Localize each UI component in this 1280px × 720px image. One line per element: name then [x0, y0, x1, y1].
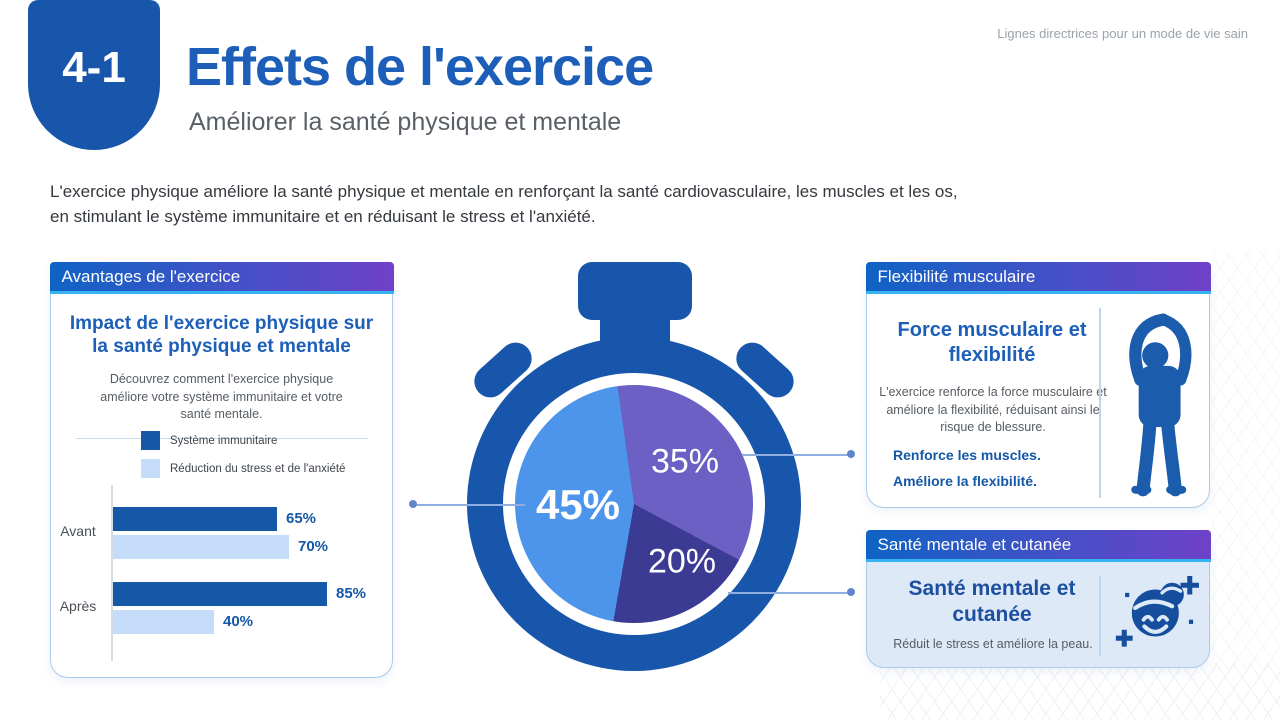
page-title: Effets de l'exercice: [186, 37, 654, 97]
connector-top-right: [742, 454, 851, 456]
pie-chart: 45% 35% 20%: [515, 385, 753, 623]
bar-chart-title: Impact de l'exercice physique sur la san…: [69, 312, 374, 358]
mental-text: Réduit le stress et améliore la peau.: [893, 637, 1093, 651]
section-number-badge: 4-1: [28, 0, 160, 150]
tagline: Lignes directrices pour un mode de vie s…: [997, 26, 1248, 41]
flexibility-card-header: Flexibilité musculaire: [865, 261, 1211, 294]
flexibility-title: Force musculaire et flexibilité: [897, 319, 1087, 366]
bar-category-label: Après: [59, 598, 97, 614]
pie-slice-label-45: 45%: [535, 481, 621, 528]
bar: [113, 535, 289, 559]
bar-chart-subtitle: Découvrez comment l'exercice physique am…: [100, 372, 343, 421]
connector-bottom-right: [728, 592, 851, 594]
stopwatch-graphic: 45% 35% 20%: [467, 262, 801, 674]
intro-paragraph: L'exercice physique améliore la santé ph…: [50, 182, 958, 226]
y-axis-line: [111, 485, 113, 661]
legend-label: Système immunitaire: [170, 434, 278, 447]
divider: [75, 437, 368, 439]
mental-card-header: Santé mentale et cutanée: [865, 529, 1211, 562]
connector-bottom-right-dot: [847, 588, 855, 596]
bar: [113, 610, 214, 634]
benefits-card: Avantages de l'exercice Impact de l'exer…: [49, 261, 394, 678]
decorative-mesh-bottom: [880, 663, 1280, 720]
connector-left-dot: [409, 500, 417, 508]
flexibility-text: L'exercice renforce la force musculaire …: [879, 385, 1107, 434]
flexibility-point-1: Renforce les muscles.: [893, 446, 1041, 463]
flexibility-point-2: Améliore la flexibilité.: [893, 472, 1037, 489]
benefits-card-header: Avantages de l'exercice: [49, 261, 394, 294]
connector-top-right-dot: [847, 450, 855, 458]
decorative-mesh-right: [1212, 250, 1280, 670]
flexibility-card-body: Force musculaire et flexibilité L'exerci…: [867, 298, 1209, 507]
legend-swatch-immune: [141, 431, 160, 450]
divider: [1099, 308, 1101, 498]
bar: [113, 507, 277, 531]
legend-label: Réduction du stress et de l'anxiété: [170, 462, 346, 475]
bar: [113, 582, 327, 606]
legend-swatch-stress: [141, 459, 160, 478]
bar-value-label: 70%: [298, 538, 329, 555]
legend-item: Système immunitaire: [141, 431, 345, 450]
bar-category-label: Avant: [60, 523, 96, 539]
divider: [1099, 576, 1101, 656]
bar-value-label: 65%: [286, 510, 317, 527]
mental-health-card: Santé mentale et cutanée Santé mentale e…: [865, 529, 1211, 668]
face-sparkle-icon: [1115, 576, 1199, 647]
stretching-person-icon: [1129, 313, 1192, 497]
page-subtitle: Améliorer la santé physique et mentale: [189, 108, 622, 136]
bar-value-label: 40%: [223, 613, 254, 630]
flexibility-card: Flexibilité musculaire Force musculaire …: [865, 261, 1211, 508]
bar-value-label: 85%: [336, 585, 367, 602]
legend-item: Réduction du stress et de l'anxiété: [141, 459, 345, 478]
bar-chart: Avant 65% 70% Après 85% 40%: [51, 479, 394, 669]
mental-title: Santé mentale et cutanée: [908, 576, 1076, 626]
chart-legend: Système immunitaire Réduction du stress …: [141, 431, 345, 487]
pie-slice-label-20: 20%: [647, 542, 717, 581]
pie-slice-label-35: 35%: [650, 442, 720, 481]
connector-left: [413, 504, 525, 506]
